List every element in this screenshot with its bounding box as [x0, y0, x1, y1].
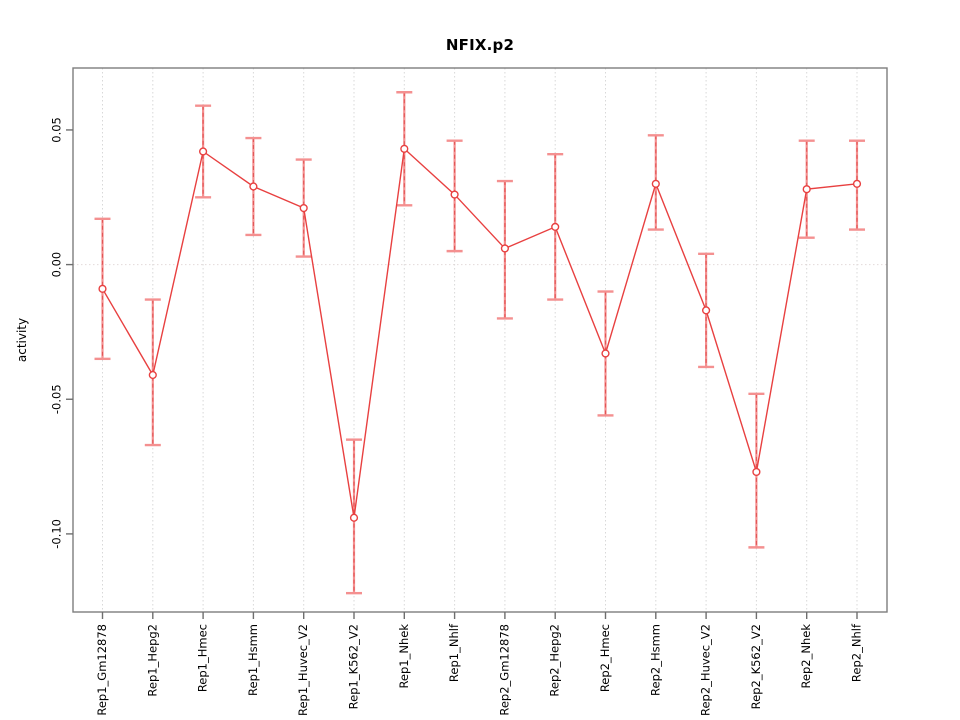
- x-tick-label: Rep1_Hepg2: [145, 624, 159, 697]
- y-tick-label: -0.05: [50, 384, 64, 414]
- data-point: [400, 144, 409, 153]
- y-tick-label: 0.05: [50, 117, 64, 143]
- x-tick-label: Rep1_K562_V2: [347, 624, 361, 709]
- data-point: [601, 349, 610, 358]
- data-point: [752, 467, 761, 477]
- x-tick-label: Rep2_Hepg2: [548, 624, 562, 697]
- data-point: [249, 182, 258, 191]
- x-tick-label: Rep2_Hsmm: [648, 624, 662, 696]
- x-tick-label: Rep2_Nhek: [799, 624, 813, 689]
- data-point: [299, 203, 308, 213]
- x-tick-label: Rep1_Huvec_V2: [296, 624, 310, 716]
- x-tick-label: Rep1_Hsmm: [246, 624, 260, 696]
- data-point: [551, 222, 560, 231]
- x-tick-label: Rep1_Hmec: [196, 624, 210, 692]
- data-point: [500, 244, 510, 253]
- data-point: [651, 179, 660, 188]
- data-point: [701, 306, 711, 315]
- y-tick-label: -0.10: [50, 519, 64, 549]
- x-tick-label: Rep2_K562_V2: [749, 624, 763, 709]
- data-point: [148, 370, 157, 380]
- data-point: [199, 147, 208, 156]
- data-point: [98, 284, 107, 293]
- data-point: [349, 513, 359, 522]
- x-tick-label: Rep2_Nhlf: [850, 623, 864, 682]
- series-line: [101, 147, 858, 518]
- x-tick-label: Rep1_Gm12878: [95, 624, 109, 716]
- x-tick-label: Rep1_Nhlf: [447, 623, 461, 682]
- y-tick-label: 0.00: [50, 252, 64, 278]
- x-tick-label: Rep2_Huvec_V2: [699, 624, 713, 716]
- x-tick-label: Rep2_Gm12878: [497, 624, 511, 716]
- x-tick-label: Rep2_Hmec: [598, 624, 612, 692]
- x-tick-label: Rep1_Nhek: [397, 624, 411, 689]
- plot-box: [72, 67, 888, 613]
- data-point: [450, 190, 459, 199]
- data-point: [802, 185, 811, 194]
- chart-title: NFIX.p2: [445, 36, 515, 54]
- data-point: [852, 179, 862, 188]
